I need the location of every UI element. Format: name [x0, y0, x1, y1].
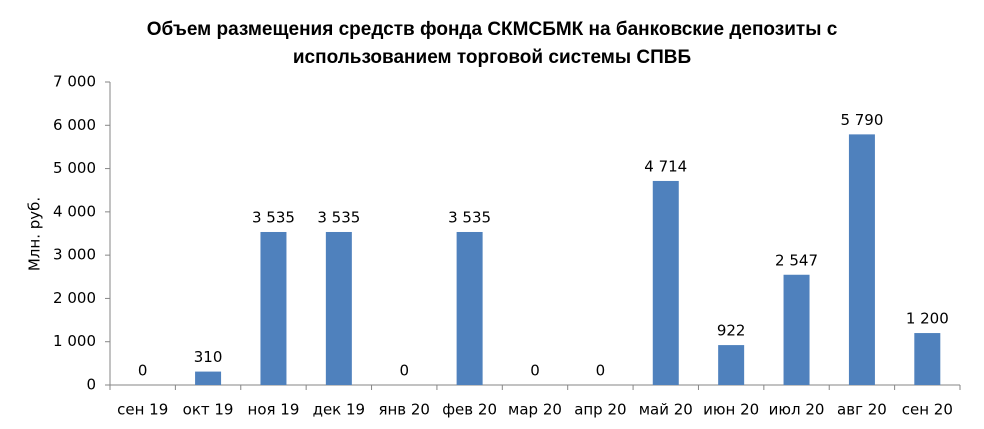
- value-label: 5 790: [840, 111, 883, 129]
- value-label: 3 535: [317, 208, 360, 226]
- value-label: 4 714: [644, 157, 687, 175]
- x-tick-label: янв 20: [378, 401, 430, 419]
- x-tick-label: сен 19: [117, 401, 168, 419]
- y-tick-label: 1 000: [53, 332, 96, 350]
- x-tick-label: май 20: [639, 401, 693, 419]
- bar: [456, 231, 483, 385]
- value-label: 922: [717, 322, 746, 340]
- chart-title: использованием торговой системы СПВБ: [293, 47, 691, 68]
- bar: [260, 231, 287, 385]
- bar: [325, 231, 352, 385]
- x-tick-label: окт 19: [183, 401, 234, 419]
- value-label: 0: [138, 362, 148, 380]
- x-tick-label: дек 19: [313, 401, 366, 419]
- bar: [848, 134, 875, 385]
- y-tick-label: 5 000: [53, 159, 96, 177]
- bar: [718, 345, 745, 385]
- value-label: 3 535: [252, 208, 295, 226]
- bar: [783, 274, 810, 385]
- y-tick-label: 2 000: [53, 289, 96, 307]
- bar: [195, 371, 222, 385]
- value-label: 310: [194, 348, 223, 366]
- value-label: 1 200: [906, 310, 949, 328]
- y-axis-label: Млн. руб.: [26, 197, 44, 271]
- bar: [914, 333, 941, 385]
- y-tick-label: 0: [86, 376, 96, 394]
- x-tick-label: авг 20: [837, 401, 887, 419]
- value-label: 0: [399, 362, 409, 380]
- bar: [652, 180, 679, 385]
- y-tick-label: 6 000: [53, 116, 96, 134]
- chart-title: Объем размещения средств фонда СКМСБМК н…: [147, 19, 838, 40]
- x-tick-label: сен 20: [902, 401, 953, 419]
- value-label: 2 547: [775, 251, 818, 269]
- y-tick-label: 7 000: [53, 73, 96, 91]
- y-tick-label: 3 000: [53, 246, 96, 264]
- x-tick-label: мар 20: [508, 401, 562, 419]
- value-label: 0: [596, 362, 606, 380]
- x-tick-label: фев 20: [442, 401, 497, 419]
- y-tick-label: 4 000: [53, 202, 96, 220]
- value-label: 0: [530, 362, 540, 380]
- x-tick-label: июл 20: [769, 401, 825, 419]
- x-tick-label: апр 20: [574, 401, 626, 419]
- x-tick-label: июн 20: [703, 401, 759, 419]
- x-tick-label: ноя 19: [248, 401, 300, 419]
- value-label: 3 535: [448, 208, 491, 226]
